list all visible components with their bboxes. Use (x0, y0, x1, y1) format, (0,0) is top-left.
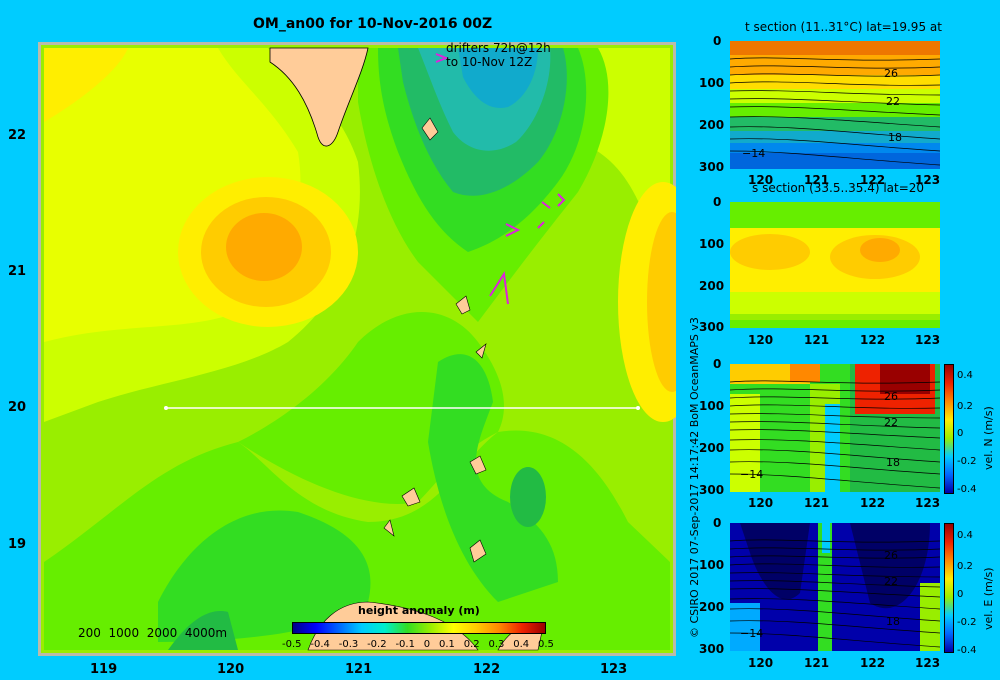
depth-tick: 100 (699, 237, 725, 251)
vele-cbar-label: -0.2 (957, 617, 977, 628)
panel-lon-tick: 120 (748, 173, 774, 187)
lat-tick-21: 21 (8, 264, 27, 279)
veln-contour-22: 22 (884, 416, 898, 429)
depth-tick: 100 (699, 399, 725, 413)
panel-lon-tick: 121 (804, 173, 830, 187)
cbar-label: 0.3 (488, 639, 505, 650)
depth-tick: 300 (699, 160, 725, 174)
vele-section-plot: 26 22 18 −14 (730, 523, 940, 651)
cbar-label: -0.4 (310, 639, 330, 650)
depth-tick: 200 (699, 600, 725, 614)
vele-cbar-label: 0 (957, 589, 964, 600)
temp-section-title: t section (11..31°C) lat=19.95 at (745, 20, 942, 34)
lon-tick-122: 122 (473, 662, 501, 677)
panel-lon-tick: 122 (860, 656, 886, 670)
lon-tick-120: 120 (217, 662, 245, 677)
lon-tick-123: 123 (600, 662, 628, 677)
depth-tick: 200 (699, 279, 725, 293)
height-anomaly-colorbar (292, 622, 546, 634)
vele-cbar-label: 0.2 (957, 561, 973, 572)
panel-lon-tick: 122 (860, 173, 886, 187)
panel-lon-tick: 120 (748, 333, 774, 347)
panel-lon-tick: 121 (804, 333, 830, 347)
veln-cbar-label: 0.2 (957, 401, 973, 412)
panel-lon-tick: 123 (915, 656, 941, 670)
veln-contour-26: 26 (884, 390, 898, 403)
cbar-label: -0.5 (282, 639, 302, 650)
panel-lon-tick: 121 (804, 656, 830, 670)
veln-contour-14: −14 (740, 468, 763, 481)
veln-cbar-title: vel. N (m/s) (982, 406, 995, 470)
panel-lon-tick: 123 (915, 496, 941, 510)
depth-tick: 300 (699, 642, 725, 656)
vele-cbar-title: vel. E (m/s) (982, 567, 995, 630)
lon-tick-121: 121 (345, 662, 373, 677)
vele-colorbar (944, 523, 954, 653)
drifters-label-2: to 10-Nov 12Z (446, 55, 533, 69)
lat-tick-20: 20 (8, 400, 27, 415)
cbar-label: 0.1 (439, 639, 455, 650)
colorbar-labels: -0.5 -0.4 -0.3 -0.2 -0.1 0 0.1 0.2 0.3 0… (282, 639, 554, 650)
depth-tick: 300 (699, 320, 725, 334)
vele-contour-22: 22 (884, 575, 898, 588)
temp-contour-18: 18 (888, 131, 902, 144)
cbar-label: 0.2 (463, 639, 480, 650)
lat-tick-22: 22 (8, 128, 27, 143)
panel-lon-tick: 121 (804, 496, 830, 510)
depth-tick: 0 (713, 357, 722, 371)
cbar-label: -0.1 (395, 639, 415, 650)
panel-lon-tick: 122 (860, 496, 886, 510)
depth-tick: 200 (699, 441, 725, 455)
panel-lon-tick: 123 (915, 173, 941, 187)
cbar-label: 0.5 (538, 639, 554, 650)
panel-lon-tick: 123 (915, 333, 941, 347)
temp-contour-14: −14 (742, 147, 765, 160)
colorbar-title: height anomaly (m) (358, 604, 480, 617)
credit-text: © CSIRO 2017 07-Sep-2017 14:17:42 BoM Oc… (688, 317, 701, 638)
lon-tick-119: 119 (90, 662, 118, 677)
cbar-label: 0 (423, 639, 431, 650)
panel-lon-tick: 120 (748, 496, 774, 510)
veln-cbar-label: -0.2 (957, 456, 977, 467)
veln-section-plot: 26 22 18 −14 (730, 364, 940, 492)
height-anomaly-map (38, 42, 676, 656)
salt-section-title: s section (33.5..35.4) lat=20 (752, 181, 925, 195)
depth-tick: 0 (713, 516, 722, 530)
veln-cbar-label: -0.4 (957, 484, 977, 495)
depth-tick: 200 (699, 118, 725, 132)
panel-lon-tick: 120 (748, 656, 774, 670)
vele-contour-14: −14 (740, 627, 763, 640)
panel-lon-tick: 122 (860, 333, 886, 347)
vele-cbar-label: -0.4 (957, 645, 977, 656)
vele-contour-26: 26 (884, 549, 898, 562)
cbar-label: 0.4 (513, 639, 530, 650)
veln-cbar-label: 0 (957, 428, 964, 439)
depth-tick: 0 (713, 195, 722, 209)
lat-tick-19: 19 (8, 537, 27, 552)
vele-cbar-label: 0.4 (957, 530, 973, 541)
temp-contour-22: 22 (886, 95, 900, 108)
temp-contour-26: 26 (884, 67, 898, 80)
map-title: OM_an00 for 10-Nov-2016 00Z (253, 16, 493, 32)
veln-cbar-label: 0.4 (957, 370, 973, 381)
drifters-label-1: drifters 72h@12h (446, 41, 551, 55)
cbar-label: -0.3 (338, 639, 359, 650)
depth-tick: 100 (699, 558, 725, 572)
depth-tick: 0 (713, 34, 722, 48)
temp-section-plot: 26 22 18 −14 (730, 41, 940, 169)
vele-contour-18: 18 (886, 615, 900, 628)
cbar-label: -0.2 (367, 639, 387, 650)
salt-section-plot (730, 202, 940, 328)
depth-legend: 200 1000 2000 4000m (78, 626, 228, 640)
depth-tick: 300 (699, 483, 725, 497)
veln-contour-18: 18 (886, 456, 900, 469)
depth-tick: 100 (699, 76, 725, 90)
veln-colorbar (944, 364, 954, 494)
